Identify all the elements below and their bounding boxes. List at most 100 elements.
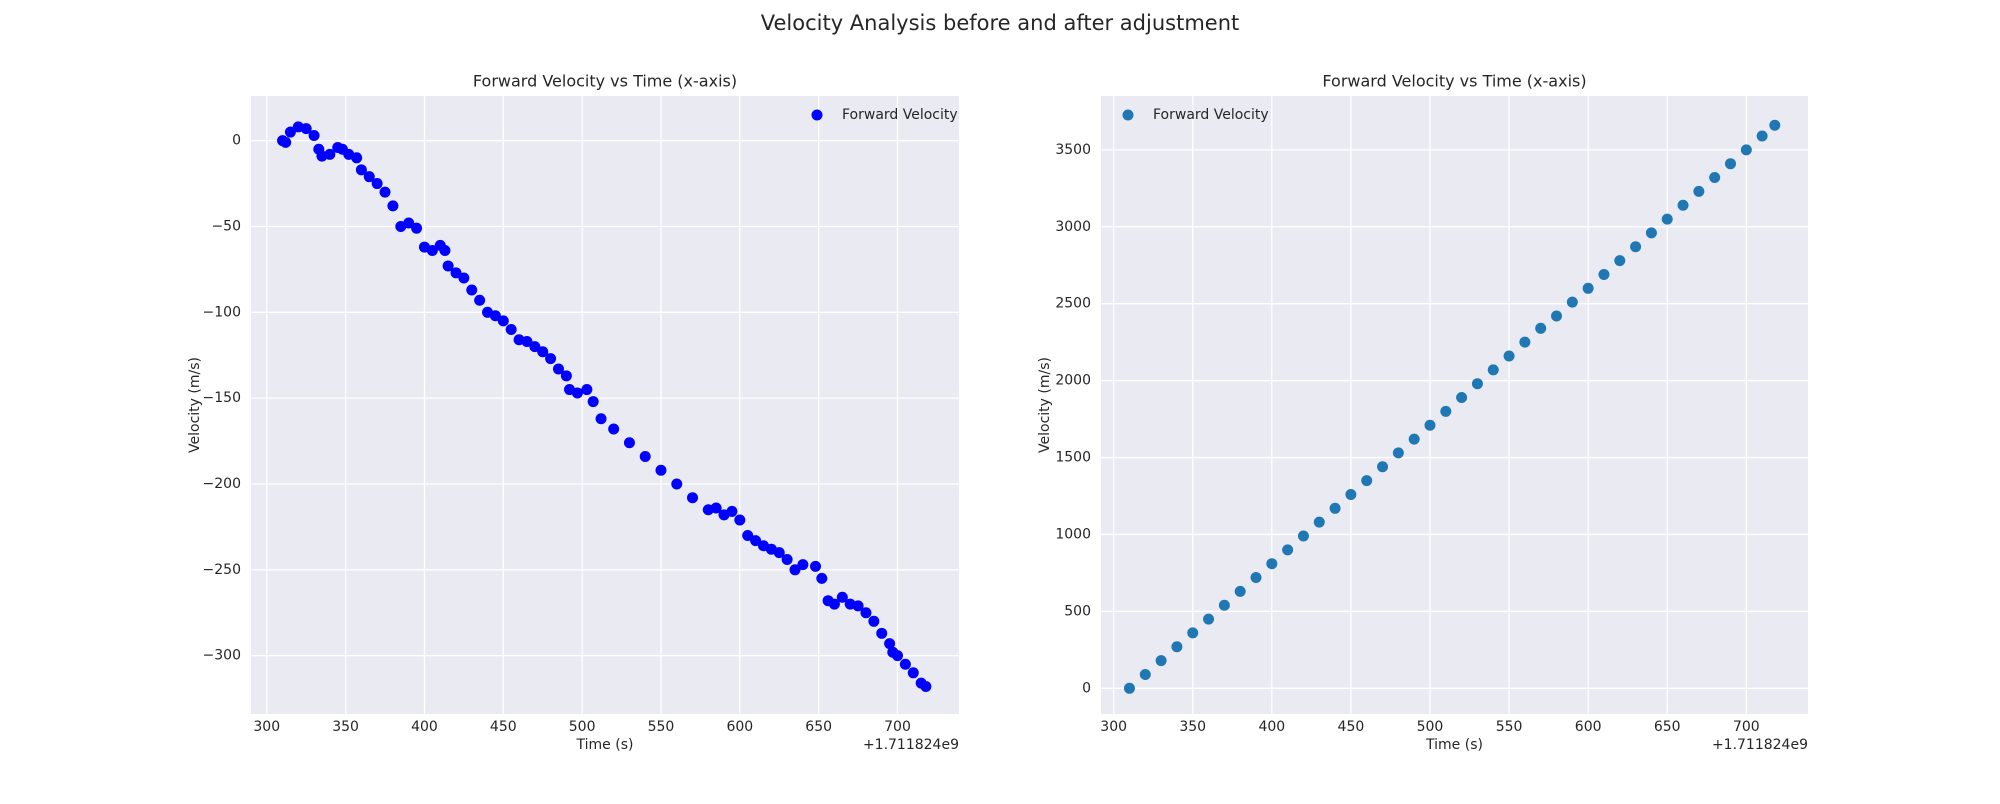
scatter-point xyxy=(581,384,593,396)
scatter-point xyxy=(1693,185,1705,197)
scatter-point xyxy=(300,123,312,135)
y-tick-label: 0 xyxy=(1082,680,1091,696)
scatter-point xyxy=(907,667,919,679)
scatter-point xyxy=(587,396,599,408)
legend-label: Forward Velocity xyxy=(1153,107,1269,123)
scatter-point xyxy=(1566,296,1578,308)
scatter-point xyxy=(750,535,762,547)
x-tick-label: 350 xyxy=(1179,719,1206,735)
scatter-point xyxy=(1598,268,1610,280)
scatter-point xyxy=(1614,255,1626,267)
x-tick-label: 500 xyxy=(1417,719,1444,735)
scatter-point xyxy=(1123,682,1135,694)
scatter-point xyxy=(884,638,896,650)
scatter-point xyxy=(1345,488,1357,500)
scatter-point xyxy=(1313,516,1325,528)
y-tick-label: −50 xyxy=(211,218,241,234)
y-tick-label: −150 xyxy=(203,390,241,406)
scatter-point xyxy=(1551,310,1563,322)
scatter-point xyxy=(571,387,583,399)
scatter-point xyxy=(560,370,572,382)
scatter-point xyxy=(1218,599,1230,611)
scatter-point xyxy=(1250,572,1262,584)
subplot-title: Forward Velocity vs Time (x-axis) xyxy=(473,72,737,91)
x-tick-label: 700 xyxy=(1733,719,1760,735)
y-tick-label: 1000 xyxy=(1055,526,1091,542)
scatter-point xyxy=(920,681,932,693)
scatter-point xyxy=(1392,447,1404,459)
subplot: 300 350 400 450 500 550 600 650 700 −300 −250 −200 −… xyxy=(187,72,959,753)
scatter-point xyxy=(1139,668,1151,680)
scatter-point xyxy=(734,514,746,526)
scatter-point xyxy=(442,260,454,272)
scatter-point xyxy=(860,607,872,619)
plot-area xyxy=(251,96,959,714)
subplot-title: Forward Velocity vs Time (x-axis) xyxy=(1322,72,1586,91)
y-tick-label: 2000 xyxy=(1055,373,1091,389)
scatter-point xyxy=(1329,502,1341,514)
x-offset-label: +1.711824e9 xyxy=(1712,737,1808,753)
scatter-point xyxy=(537,346,549,358)
scatter-point xyxy=(810,560,822,572)
scatter-point xyxy=(1471,378,1483,390)
scatter-point xyxy=(1519,336,1531,348)
scatter-point xyxy=(797,559,809,571)
scatter-point xyxy=(529,341,541,353)
scatter-point xyxy=(852,600,864,612)
x-tick-label: 450 xyxy=(490,719,517,735)
y-tick-label: 500 xyxy=(1064,603,1091,619)
scatter-point xyxy=(426,245,438,256)
scatter-point xyxy=(450,267,462,279)
y-tick-label: −300 xyxy=(203,648,241,664)
scatter-point xyxy=(474,294,486,306)
scatter-point xyxy=(710,502,722,514)
subplot: 300 350 400 450 500 550 600 650 700 0 500 1000 1500 2… xyxy=(1037,72,1808,753)
scatter-point xyxy=(742,529,754,541)
scatter-point xyxy=(1645,227,1657,239)
scatter-point xyxy=(595,413,607,425)
x-tick-label: 350 xyxy=(332,719,359,735)
legend-marker xyxy=(811,109,823,121)
scatter-point xyxy=(411,222,423,234)
scatter-point xyxy=(836,591,848,603)
x-tick-label: 300 xyxy=(1100,719,1127,735)
scatter-point xyxy=(726,505,738,517)
scatter-point xyxy=(1535,322,1547,334)
scatter-point xyxy=(284,126,296,138)
scatter-point xyxy=(1487,364,1499,376)
x-tick-label: 300 xyxy=(253,719,280,735)
scatter-point xyxy=(521,335,533,347)
scatter-point xyxy=(876,627,888,639)
x-tick-label: 450 xyxy=(1338,719,1365,735)
y-axis-label: Velocity (m/s) xyxy=(1037,357,1053,453)
legend-label: Forward Velocity xyxy=(842,107,958,123)
scatter-point xyxy=(497,315,509,327)
scatter-point xyxy=(828,598,840,610)
scatter-point xyxy=(1361,475,1373,487)
y-tick-label: 1500 xyxy=(1055,450,1091,466)
scatter-point xyxy=(403,217,415,229)
x-tick-label: 650 xyxy=(805,719,832,735)
scatter-point xyxy=(466,284,478,296)
scatter-point xyxy=(687,492,699,504)
x-tick-label: 600 xyxy=(1575,719,1602,735)
x-tick-label: 400 xyxy=(411,719,438,735)
x-tick-label: 500 xyxy=(569,719,596,735)
scatter-point xyxy=(671,478,683,490)
x-tick-label: 550 xyxy=(648,719,675,735)
scatter-point xyxy=(773,547,785,559)
x-axis-label: Time (s) xyxy=(576,737,634,753)
scatter-point xyxy=(351,152,363,164)
scatter-point xyxy=(545,353,557,365)
x-tick-label: 700 xyxy=(884,719,911,735)
scatter-point xyxy=(1234,585,1246,597)
x-tick-label: 650 xyxy=(1654,719,1681,735)
scatter-point xyxy=(1171,641,1183,653)
scatter-point xyxy=(1282,544,1294,556)
scatter-point xyxy=(489,310,501,322)
y-tick-label: −200 xyxy=(203,476,241,492)
scatter-point xyxy=(1266,558,1278,570)
scatter-point xyxy=(1582,282,1594,294)
scatter-point xyxy=(387,200,399,212)
